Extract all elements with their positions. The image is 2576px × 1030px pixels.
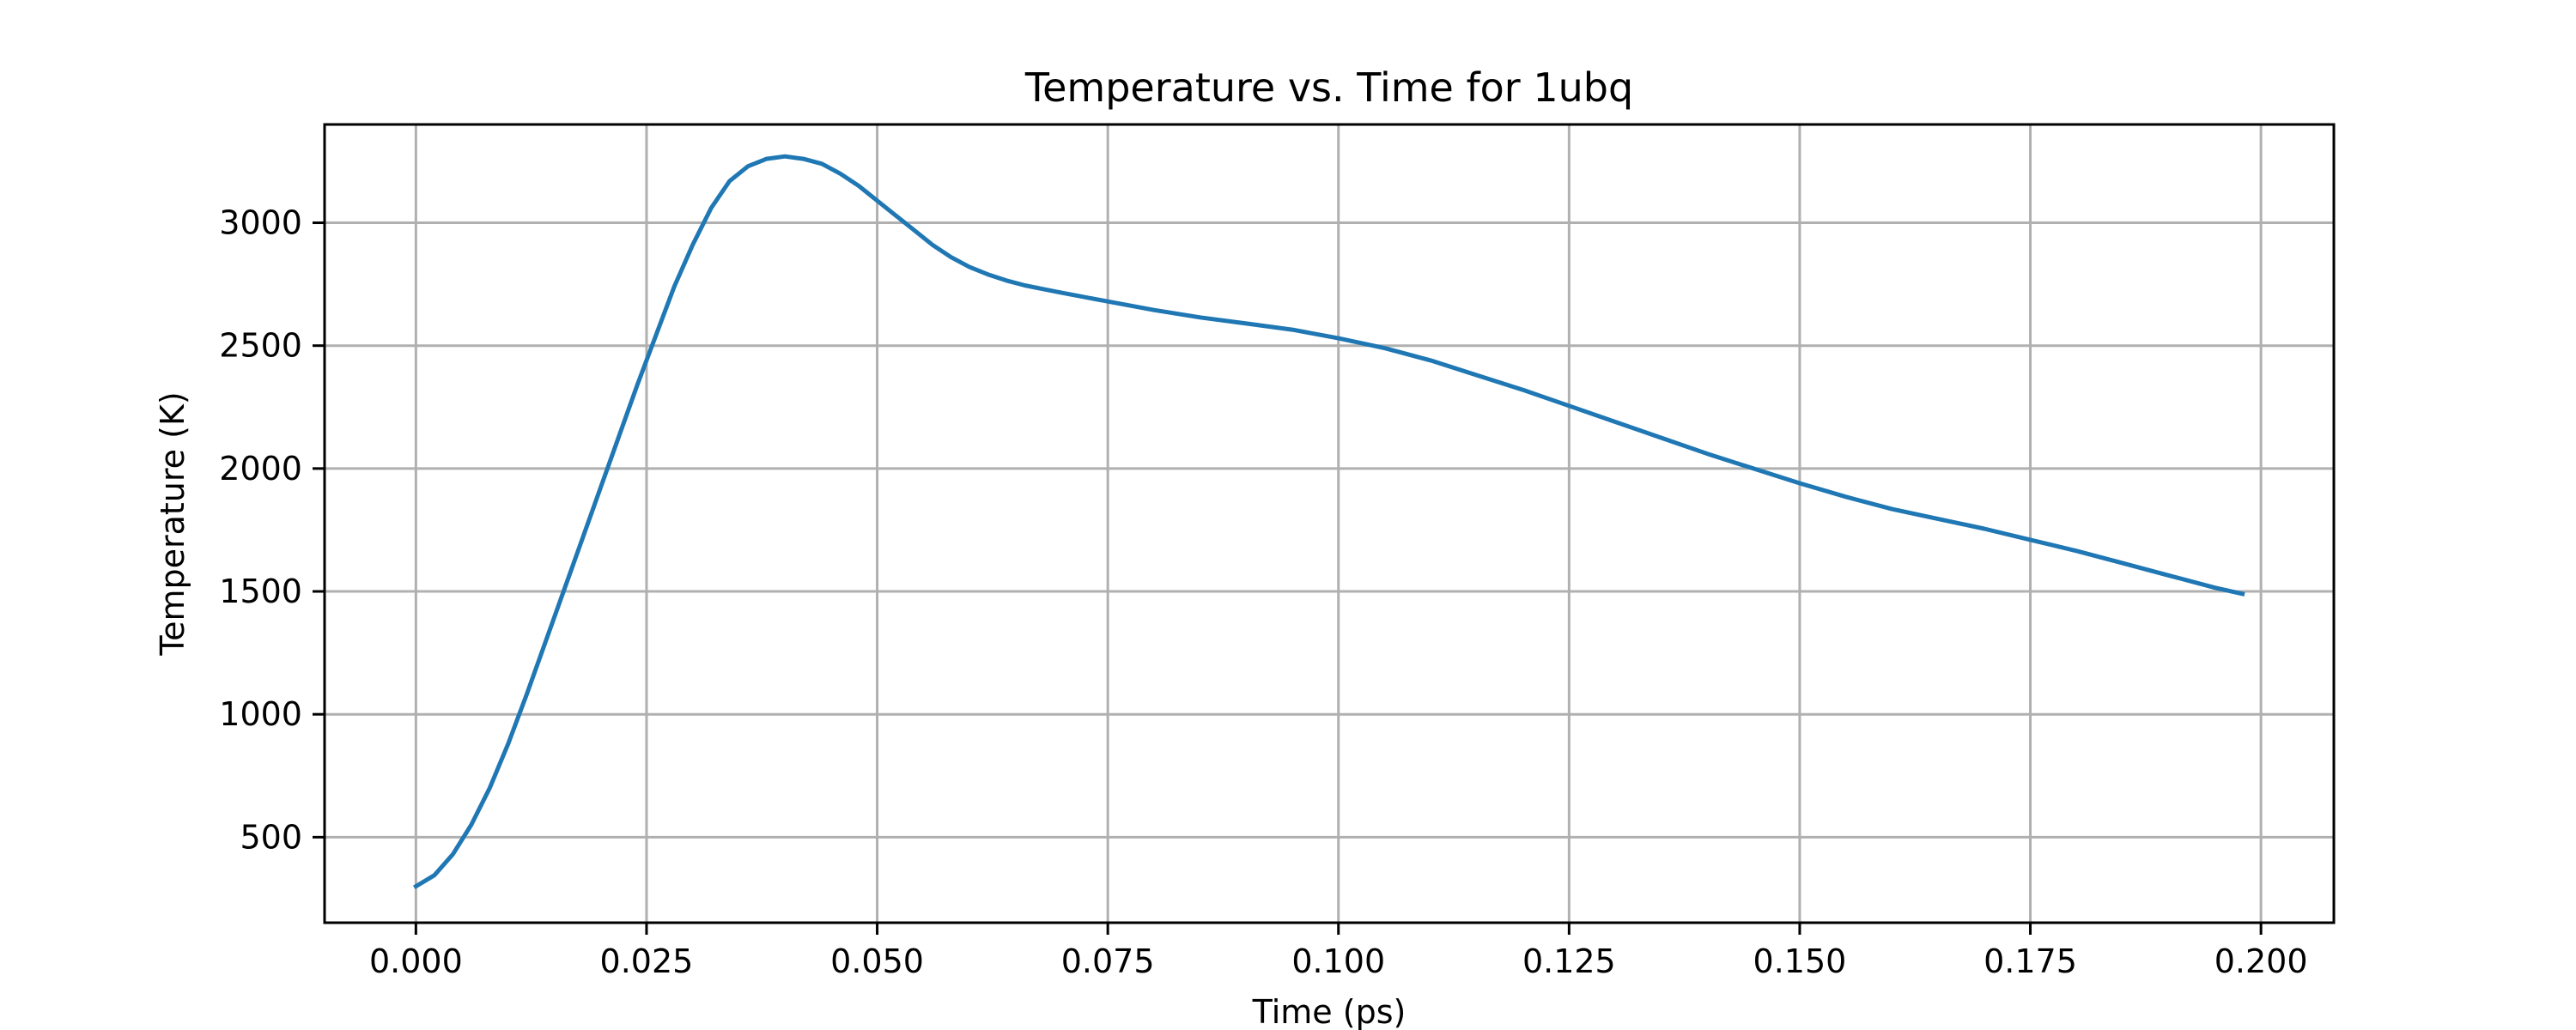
plot-area-frame	[323, 123, 2336, 924]
grid-lines	[325, 124, 2334, 923]
y-axis: 500 1000 1500 2000 2500 3000	[219, 204, 325, 856]
x-tick-label: 0.150	[1753, 942, 1847, 980]
y-axis-title: Temperature (K)	[154, 391, 191, 656]
y-tick-label: 3000	[219, 204, 302, 242]
x-tick-label: 0.100	[1291, 942, 1385, 980]
temperature-series-line	[412, 154, 2245, 890]
x-tick-label: 0.075	[1061, 942, 1155, 980]
x-tick-label: 0.125	[1522, 942, 1616, 980]
x-tick-label: 0.050	[830, 942, 924, 980]
x-tick-label: 0.200	[2215, 942, 2308, 980]
chart-title: Temperature vs. Time for 1ubq	[1024, 64, 1633, 111]
x-axis-title: Time (ps)	[1252, 993, 1406, 1030]
x-axis: 0.000 0.025 0.050 0.075 0.100 0.125 0.150 0.175…	[369, 923, 2308, 980]
x-tick-label: 0.025	[600, 942, 694, 980]
y-tick-label: 2500	[219, 327, 302, 365]
y-tick-label: 1000	[219, 695, 302, 733]
series-layer	[412, 154, 2245, 890]
x-tick-label: 0.175	[1984, 942, 2077, 980]
y-tick-label: 2000	[219, 450, 302, 488]
y-tick-label: 500	[240, 818, 302, 856]
y-tick-label: 1500	[219, 573, 302, 610]
x-tick-label: 0.000	[369, 942, 463, 980]
